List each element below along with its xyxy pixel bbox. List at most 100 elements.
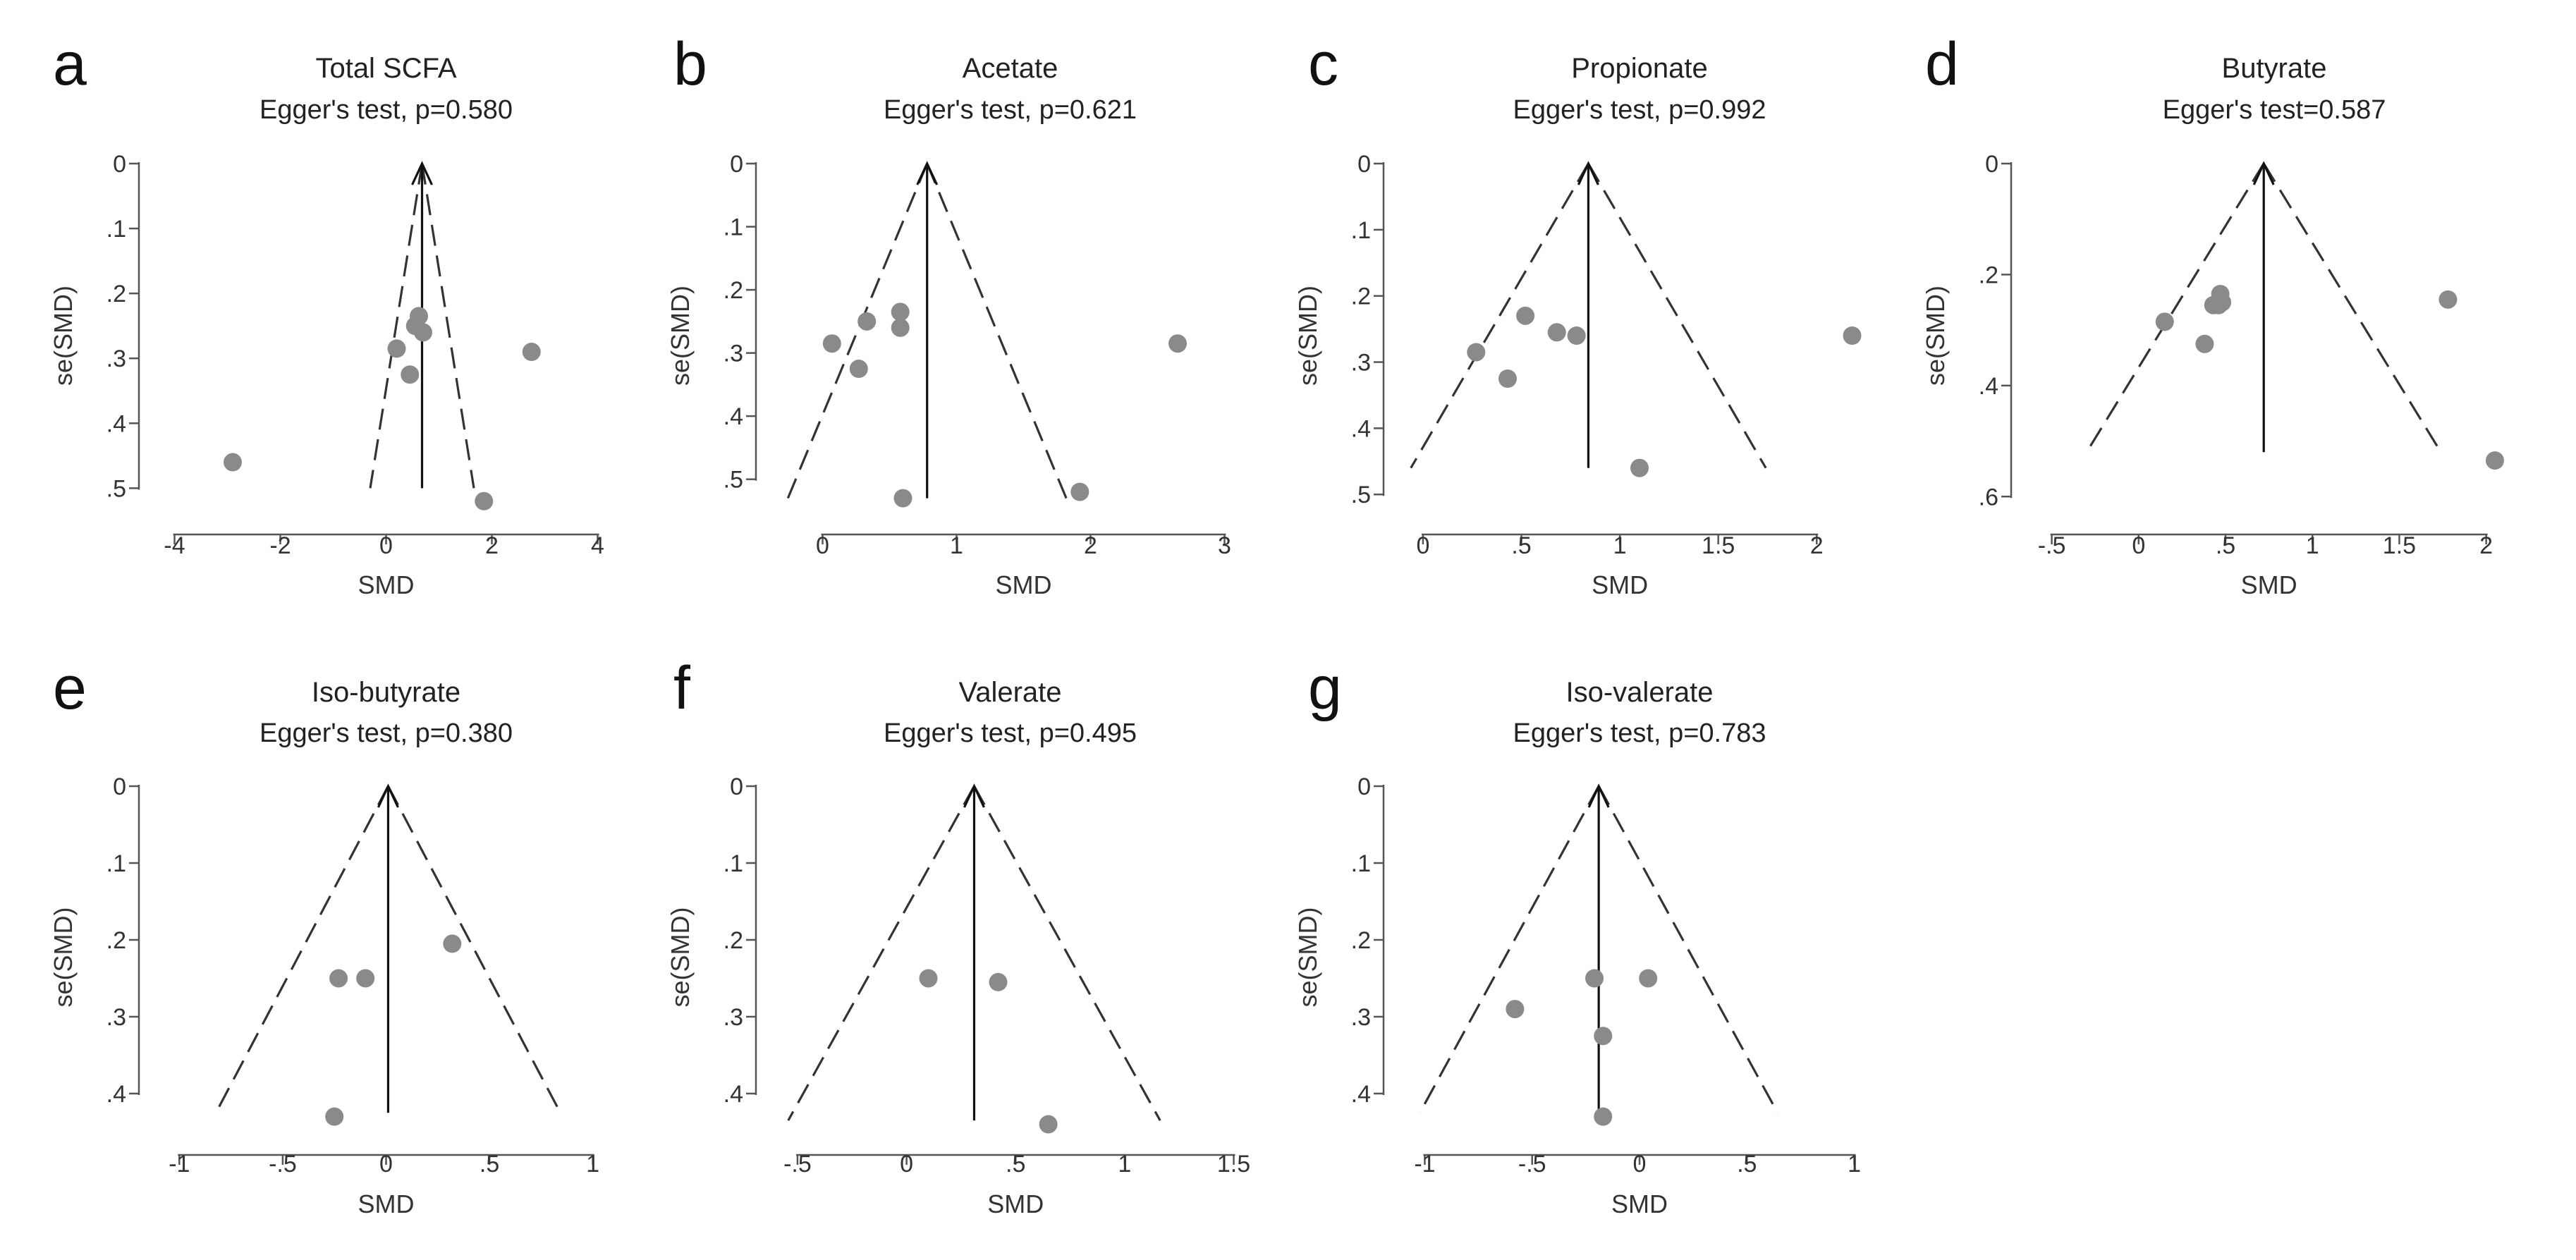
study-point bbox=[2485, 451, 2504, 470]
apex-arrow bbox=[963, 783, 985, 808]
panel-letter: e bbox=[53, 654, 87, 722]
funnel-left-bound bbox=[2085, 163, 2265, 453]
y-tick-label: .3 bbox=[1351, 1004, 1371, 1031]
study-point bbox=[325, 1107, 344, 1126]
x-tick-label: 1 bbox=[1613, 532, 1627, 559]
study-point bbox=[410, 307, 428, 326]
y-tick-label: .2 bbox=[1351, 283, 1371, 310]
x-tick-label: .5 bbox=[1737, 1151, 1757, 1178]
x-tick-label: .5 bbox=[1006, 1151, 1025, 1178]
study-point bbox=[329, 969, 348, 988]
panel-letter: b bbox=[673, 30, 707, 98]
x-tick-label: 1 bbox=[586, 1151, 599, 1178]
x-tick-label: 1 bbox=[2306, 532, 2319, 559]
egger-test-label: Egger's test, p=0.380 bbox=[260, 718, 513, 748]
x-tick-label: 1.5 bbox=[1217, 1151, 1250, 1178]
y-tick-label: .1 bbox=[106, 850, 126, 877]
study-point bbox=[1639, 969, 1658, 988]
funnel-right-bound bbox=[420, 163, 475, 489]
study-point bbox=[443, 934, 462, 953]
panel-title: Total SCFA bbox=[315, 53, 456, 84]
funnel-left-bound bbox=[1410, 163, 1589, 469]
panel-title: Butyrate bbox=[2222, 53, 2327, 84]
x-tick-label: 4 bbox=[591, 532, 604, 559]
y-tick-label: .2 bbox=[1351, 927, 1371, 954]
panel-b: b Acetate Egger's test, p=0.621 0 .1 .2 .3 .4 .5… bbox=[666, 30, 1231, 599]
y-axis-label: se(SMD) bbox=[49, 286, 78, 386]
y-tick-label: 0 bbox=[730, 151, 743, 178]
x-tick-label: 2 bbox=[1810, 532, 1824, 559]
study-point bbox=[387, 339, 406, 358]
y-tick-label: .3 bbox=[106, 345, 126, 372]
x-tick-label: -.5 bbox=[2038, 532, 2066, 559]
x-tick-label: 2 bbox=[2479, 532, 2493, 559]
y-tick-label: 0 bbox=[1357, 773, 1371, 800]
study-point bbox=[1630, 458, 1649, 477]
x-tick-label: 2 bbox=[485, 532, 499, 559]
y-tick-label: .4 bbox=[1979, 373, 1998, 400]
y-tick-label: .5 bbox=[106, 475, 126, 502]
apex-arrow bbox=[1587, 783, 1610, 808]
panel-e: e Iso-butyrate Egger's test, p=0.380 0 .1 .2.… bbox=[49, 654, 599, 1218]
y-tick-label: .3 bbox=[106, 1004, 126, 1031]
x-tick-label: 1 bbox=[1118, 1151, 1131, 1178]
y-tick-label: .2 bbox=[106, 927, 126, 954]
apex-arrow bbox=[411, 161, 433, 185]
x-tick-label: 1 bbox=[1848, 1151, 1861, 1178]
study-point bbox=[1843, 326, 1862, 345]
x-axis-label: SMD bbox=[2241, 570, 2297, 599]
y-tick-label: .4 bbox=[724, 1081, 743, 1108]
funnel-right-bound bbox=[1587, 163, 1767, 469]
panel-letter: g bbox=[1308, 654, 1342, 722]
x-tick-label: -.5 bbox=[783, 1151, 812, 1178]
egger-test-label: Egger's test=0.587 bbox=[2163, 95, 2386, 125]
x-tick-label: 0 bbox=[900, 1151, 913, 1178]
y-axis-label: se(SMD) bbox=[49, 907, 78, 1008]
panel-title: Iso-valerate bbox=[1566, 677, 1714, 708]
study-point bbox=[891, 302, 910, 322]
study-point bbox=[2155, 312, 2174, 331]
y-tick-label: .2 bbox=[724, 277, 743, 304]
study-point bbox=[1467, 343, 1486, 362]
x-axis-label: SMD bbox=[987, 1189, 1044, 1218]
x-tick-label: 0 bbox=[1633, 1151, 1647, 1178]
y-tick-label: .1 bbox=[724, 850, 743, 877]
funnel-right-bound bbox=[1597, 785, 1779, 1113]
panel-c: c Propionate Egger's test, p=0.992 0 .1 .2 .3.… bbox=[1293, 30, 1862, 599]
apex-arrow bbox=[2252, 161, 2275, 185]
study-point bbox=[1594, 1027, 1613, 1046]
x-tick-label: 1.5 bbox=[2383, 532, 2416, 559]
study-point bbox=[356, 969, 375, 988]
y-tick-label: .3 bbox=[724, 341, 743, 367]
x-tick-label: 0 bbox=[379, 1151, 393, 1178]
apex-arrow bbox=[1577, 161, 1599, 185]
panel-g: g Iso-valerate Egger's test, p=0.783 0 .1 .2.… bbox=[1293, 654, 1861, 1218]
x-tick-label: 0 bbox=[2132, 532, 2145, 559]
egger-test-label: Egger's test, p=0.580 bbox=[260, 95, 513, 125]
x-axis-label: SMD bbox=[358, 570, 415, 599]
study-point bbox=[1168, 334, 1187, 353]
y-tick-label: .3 bbox=[724, 1004, 743, 1031]
study-point bbox=[893, 489, 912, 508]
x-tick-label: 1 bbox=[950, 532, 963, 559]
x-tick-label: 1.5 bbox=[1702, 532, 1735, 559]
y-tick-label: 0 bbox=[1985, 151, 1998, 178]
study-point bbox=[2213, 293, 2232, 312]
study-point bbox=[401, 365, 420, 384]
panel-letter: d bbox=[1925, 30, 1959, 98]
study-point bbox=[1498, 369, 1517, 388]
study-point bbox=[1567, 326, 1586, 345]
study-point bbox=[822, 334, 841, 353]
x-tick-label: 3 bbox=[1218, 532, 1231, 559]
panel-title: Iso-butyrate bbox=[312, 677, 460, 708]
y-tick-label: .2 bbox=[1979, 262, 1998, 288]
study-point bbox=[919, 969, 938, 988]
study-point bbox=[1585, 969, 1604, 988]
y-tick-label: 0 bbox=[113, 151, 126, 178]
x-tick-label: 0 bbox=[816, 532, 829, 559]
y-tick-label: .4 bbox=[1351, 1081, 1371, 1108]
panel-letter: a bbox=[53, 30, 87, 98]
funnel-left-bound bbox=[787, 785, 975, 1121]
panel-title: Valerate bbox=[958, 677, 1061, 708]
